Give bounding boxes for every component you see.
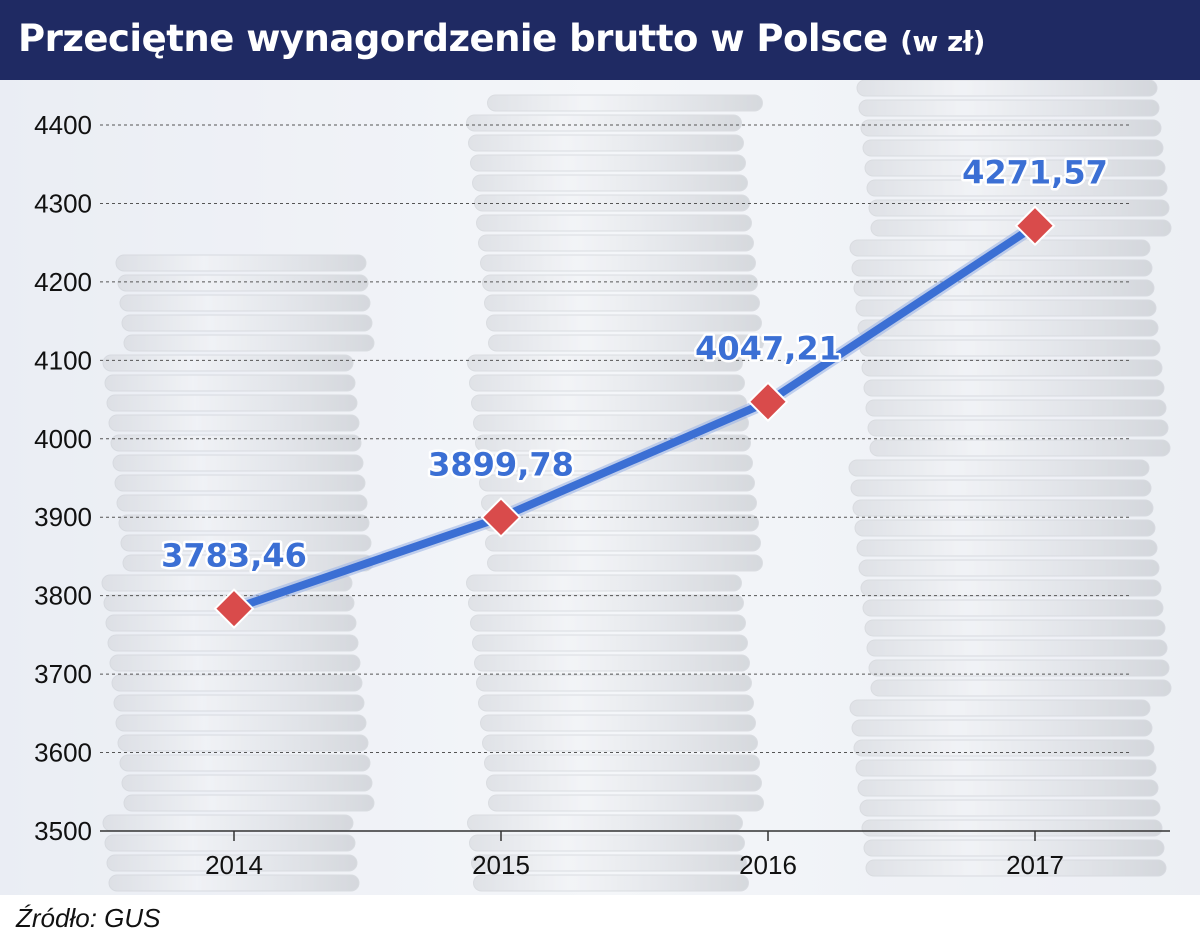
y-tick-label: 4200	[34, 267, 92, 297]
y-tick-label: 4400	[34, 110, 92, 140]
y-tick-label: 3900	[34, 502, 92, 532]
y-tick-label: 4100	[34, 345, 92, 375]
x-tick-label: 2014	[205, 850, 263, 880]
x-tick-label: 2015	[472, 850, 530, 880]
data-point-marker	[1014, 205, 1056, 247]
y-tick-label: 4300	[34, 188, 92, 218]
data-point-marker	[480, 496, 522, 538]
axes: 3500 3600 3700 3800 3900 4000 4100 4200 4300 4400…	[34, 110, 1170, 880]
data-label: 3899,78	[428, 445, 574, 483]
data-label: 4047,21	[695, 330, 841, 368]
source-note: Źródło: GUS	[16, 903, 161, 933]
y-tick-label: 3600	[34, 738, 92, 768]
series-markers	[213, 205, 1056, 630]
y-tick-label: 3700	[34, 659, 92, 689]
data-label: 4271,57	[962, 154, 1108, 192]
y-tick-label: 4000	[34, 424, 92, 454]
line-chart: 3500 3600 3700 3800 3900 4000 4100 4200 4300 4400…	[0, 80, 1200, 895]
chart-title-unit: (w zł)	[900, 25, 985, 58]
chart-title-main: Przeciętne wynagordzenie brutto w Polsce	[18, 17, 888, 60]
x-tick-label: 2016	[739, 850, 797, 880]
title-bar: Przeciętne wynagordzenie brutto w Polsce…	[0, 0, 1200, 80]
data-labels: 3783,46 3899,78 4047,21 4271,57	[159, 151, 1111, 577]
y-tick-label: 3500	[34, 816, 92, 846]
y-tick-label: 3800	[34, 581, 92, 611]
data-point-marker	[213, 588, 255, 630]
series-line-path	[230, 221, 1039, 613]
data-label: 3783,46	[161, 537, 307, 575]
data-point-marker	[747, 381, 789, 423]
series-line	[227, 219, 1042, 616]
chart-title: Przeciętne wynagordzenie brutto w Polsce…	[18, 14, 985, 67]
coins-background	[0, 80, 1200, 895]
x-tick-label: 2017	[1006, 850, 1064, 880]
